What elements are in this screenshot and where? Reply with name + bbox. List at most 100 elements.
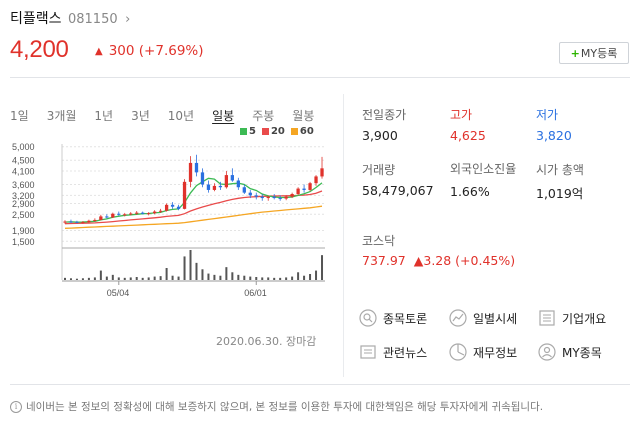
- y-tick-label: 1,500: [12, 237, 35, 247]
- candle-body: [111, 213, 115, 218]
- candle-body: [87, 220, 91, 223]
- tab-2[interactable]: 1년: [94, 109, 114, 123]
- candle-body: [278, 198, 282, 200]
- kosdaq-label: 코스닥: [362, 234, 396, 248]
- candle-body: [170, 204, 175, 207]
- link-label: 관련뉴스: [383, 345, 428, 360]
- volume-bar: [63, 277, 66, 280]
- candle-body: [284, 196, 288, 199]
- candle-body: [230, 175, 234, 181]
- change-percent: (+7.69%): [138, 43, 204, 59]
- volume-bar: [153, 276, 156, 280]
- stat-0: 전일종가 3,900: [362, 106, 406, 143]
- volume-bar: [279, 277, 282, 280]
- stat-value: 3,820: [536, 128, 572, 143]
- volume-bar: [261, 277, 264, 280]
- volume-bar: [297, 272, 300, 280]
- link-label: MY종목: [562, 345, 602, 360]
- volume-bar: [171, 275, 174, 280]
- candle-body: [129, 213, 133, 215]
- volume-bar: [321, 255, 324, 280]
- stat-label: 고가: [450, 108, 473, 122]
- link-my-stock[interactable]: MY종목: [538, 343, 602, 361]
- y-tick-label: 4,100: [12, 167, 35, 177]
- candle-body: [308, 183, 312, 190]
- stat-value: 58,479,067: [362, 183, 434, 198]
- link-news[interactable]: 관련뉴스: [359, 343, 427, 361]
- volume-bar: [117, 277, 120, 280]
- tab-1[interactable]: 3개월: [46, 109, 77, 123]
- candle-body: [188, 162, 193, 182]
- volume-bar: [285, 277, 288, 280]
- legend-label: 5: [249, 126, 256, 137]
- candle-body: [176, 206, 181, 209]
- volume-bar: [69, 278, 72, 280]
- candle-body: [296, 188, 300, 194]
- link-label: 기업개요: [562, 311, 607, 326]
- kosdaq-block: 코스닥: [362, 232, 395, 254]
- tab-3[interactable]: 3년: [131, 109, 150, 123]
- candle-body: [69, 221, 73, 223]
- plus-icon: +: [570, 46, 580, 60]
- tab-7[interactable]: 월봉: [292, 109, 315, 123]
- candle-body: [135, 212, 139, 214]
- stat-label: 외국인소진율: [450, 162, 517, 176]
- volume-bar: [255, 277, 258, 280]
- link-daily-price[interactable]: 일별시세: [449, 309, 517, 327]
- my-register-button[interactable]: + MY등록: [559, 42, 629, 64]
- header-divider: [10, 77, 630, 78]
- link-company-overview[interactable]: 기업개요: [538, 309, 606, 327]
- stat-label: 시가 총액: [536, 163, 584, 177]
- candle-body: [182, 181, 187, 209]
- tab-6[interactable]: 주봉: [252, 109, 275, 123]
- link-finance[interactable]: 재무정보: [449, 343, 517, 361]
- y-tick-label: 1,900: [12, 226, 35, 236]
- volume-bar: [123, 277, 126, 280]
- stock-name[interactable]: 티플랙스: [10, 11, 62, 27]
- candle-body: [218, 185, 223, 188]
- link-label: 일별시세: [473, 311, 518, 326]
- stat-value: 4,625: [450, 128, 486, 143]
- tab-5[interactable]: 일봉: [212, 109, 235, 123]
- stat-4: 외국인소진율 1.66%: [450, 161, 524, 199]
- ma-legend: 5 20 60: [240, 126, 320, 137]
- candle-body: [81, 222, 85, 224]
- tab-0[interactable]: 1일: [10, 109, 29, 123]
- volume-bar: [177, 276, 180, 280]
- candle-body: [194, 162, 199, 173]
- current-price: 4,200: [10, 36, 69, 63]
- candle-body: [302, 188, 306, 190]
- legend-swatch: [240, 128, 247, 135]
- volume-bar: [309, 274, 312, 280]
- volume-bar: [213, 274, 216, 280]
- vertical-divider: [343, 94, 344, 377]
- volume-bar: [237, 274, 240, 280]
- y-tick-label: 5,000: [12, 142, 35, 152]
- up-arrow-icon: ▲: [95, 46, 103, 57]
- stat-value: 1,019억: [536, 186, 584, 201]
- candle-body: [206, 184, 211, 190]
- volume-bar: [303, 275, 306, 280]
- ma5-line: [64, 177, 323, 223]
- volume-bar: [129, 277, 132, 280]
- discussion-icon: [359, 309, 377, 327]
- legend-label: 20: [270, 126, 285, 137]
- volume-bar: [207, 273, 210, 280]
- chevron-right-icon[interactable]: ›: [125, 12, 131, 27]
- stock-title[interactable]: 티플랙스 081150 ›: [10, 8, 130, 28]
- candle-body: [236, 180, 240, 188]
- kosdaq-arrow-icon: ▲: [413, 253, 424, 268]
- candle-body: [290, 194, 294, 197]
- legend-swatch: [261, 128, 269, 135]
- volume-bar: [165, 268, 168, 280]
- y-tick-label: 3,200: [12, 191, 35, 201]
- finance-icon: [449, 343, 467, 361]
- link-discussion[interactable]: 종목토론: [359, 309, 427, 327]
- tab-4[interactable]: 10년: [167, 109, 195, 123]
- volume-bar: [231, 272, 234, 280]
- volume-bar: [111, 274, 114, 280]
- link-label: 재무정보: [473, 345, 518, 360]
- period-tabs: 1일 3개월 1년 3년 10년 일봉 주봉 월봉: [10, 107, 332, 124]
- volume-bar: [81, 278, 84, 280]
